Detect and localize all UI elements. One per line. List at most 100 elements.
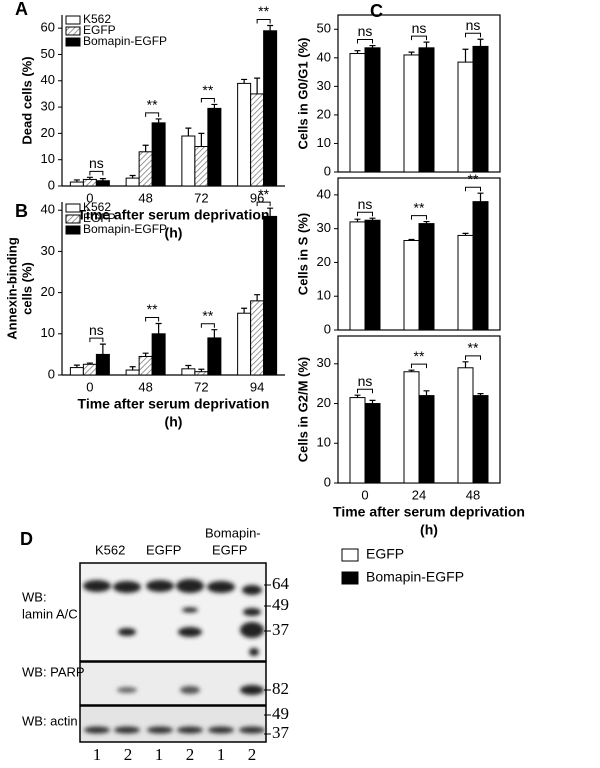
significance-bracket <box>411 363 427 369</box>
error-bar <box>354 218 361 222</box>
significance-bracket <box>411 35 427 41</box>
y-tick-label: 50 <box>317 21 331 36</box>
x-tick-label: 24 <box>412 487 426 502</box>
lane-header: Bomapin- <box>205 525 261 540</box>
significance-label: ** <box>147 97 158 113</box>
bar <box>250 93 265 187</box>
bar <box>207 337 222 376</box>
mw-marker: 49 <box>272 595 289 614</box>
bar <box>457 367 474 484</box>
x-axis-label: Time after serum deprivation <box>78 207 270 223</box>
error-bar <box>142 352 149 357</box>
bar <box>418 395 435 484</box>
error-bar <box>241 307 248 314</box>
error-bar <box>408 369 415 372</box>
x-axis-label: Time after serum deprivation <box>333 504 525 520</box>
significance-bracket <box>145 112 160 117</box>
significance-bracket <box>145 317 160 322</box>
bar <box>250 300 265 376</box>
lane-header: K562 <box>95 542 125 557</box>
bar <box>349 397 366 484</box>
significance-bracket <box>89 170 104 176</box>
y-tick-label: 10 <box>41 325 55 340</box>
error-bar <box>477 393 484 396</box>
bar <box>472 45 489 173</box>
error-bar <box>477 38 484 47</box>
error-bar <box>155 322 162 334</box>
error-bar <box>185 364 192 369</box>
lane-number: 2 <box>186 745 195 764</box>
significance-bracket <box>465 355 481 360</box>
panel-label: C <box>370 1 383 21</box>
bar <box>125 369 140 376</box>
legend-label: EGFP <box>366 546 404 562</box>
error-bar <box>462 361 469 368</box>
legend-label: Bomapin-EGFP <box>83 34 167 48</box>
legend-swatch <box>65 203 81 213</box>
bar <box>364 403 381 484</box>
bar <box>237 82 252 187</box>
error-bar <box>86 362 93 365</box>
y-axis-label: Cells in G2/M (%) <box>295 357 310 462</box>
bar <box>457 234 474 331</box>
significance-label: ** <box>202 82 213 98</box>
bar <box>181 368 196 376</box>
legend-swatch <box>341 571 359 585</box>
error-bar <box>185 127 192 137</box>
bar <box>194 371 209 376</box>
bar <box>472 395 489 484</box>
error-bar <box>86 176 93 180</box>
y-tick-label: 0 <box>48 177 55 192</box>
row-label: WB: actin <box>22 713 78 728</box>
significance-bracket <box>357 211 373 217</box>
y-tick-label: 60 <box>41 20 55 35</box>
bar <box>151 122 166 187</box>
error-bar <box>408 51 415 55</box>
legend-label: Bomapin-EGFP <box>83 222 167 236</box>
error-bar <box>129 366 136 371</box>
significance-label: ** <box>258 3 269 19</box>
bar <box>125 177 140 187</box>
lane-number: 2 <box>248 745 257 764</box>
significance-bracket <box>465 186 481 192</box>
y-tick-label: 30 <box>317 355 331 370</box>
bar <box>364 47 381 173</box>
bar <box>403 239 420 331</box>
error-bar <box>354 394 361 398</box>
significance-label: ** <box>202 307 213 323</box>
significance-label: ns <box>89 322 104 338</box>
y-tick-label: 0 <box>324 474 331 489</box>
bar <box>181 135 196 187</box>
bar <box>263 30 278 187</box>
x-axis-label: (h) <box>165 225 183 241</box>
error-bar <box>254 294 261 301</box>
x-tick-label: 72 <box>194 379 208 394</box>
bar <box>403 54 420 173</box>
bar <box>95 353 110 376</box>
row-label: lamin A/C <box>22 606 78 621</box>
legend-label: K562 <box>83 200 111 214</box>
row-label: WB: <box>22 589 47 604</box>
bar <box>364 219 381 331</box>
significance-bracket <box>357 39 373 44</box>
bar <box>69 367 84 376</box>
significance-label: ns <box>358 23 373 39</box>
significance-label: ns <box>358 196 373 212</box>
lane-header: EGFP <box>146 542 181 557</box>
legend-swatch <box>65 37 81 47</box>
bar <box>349 53 366 173</box>
significance-bracket <box>256 19 271 24</box>
error-bar <box>155 118 162 123</box>
bar <box>263 215 278 376</box>
significance-label: ns <box>412 20 427 36</box>
mw-marker: 37 <box>272 620 290 639</box>
x-tick-label: 48 <box>138 379 152 394</box>
legend-label: K562 <box>83 12 111 26</box>
y-tick-label: 20 <box>41 125 55 140</box>
significance-bracket <box>465 32 481 38</box>
x-tick-label: 48 <box>138 190 152 205</box>
significance-label: ** <box>414 348 425 364</box>
bar <box>138 151 153 187</box>
lane-number: 1 <box>217 745 226 764</box>
